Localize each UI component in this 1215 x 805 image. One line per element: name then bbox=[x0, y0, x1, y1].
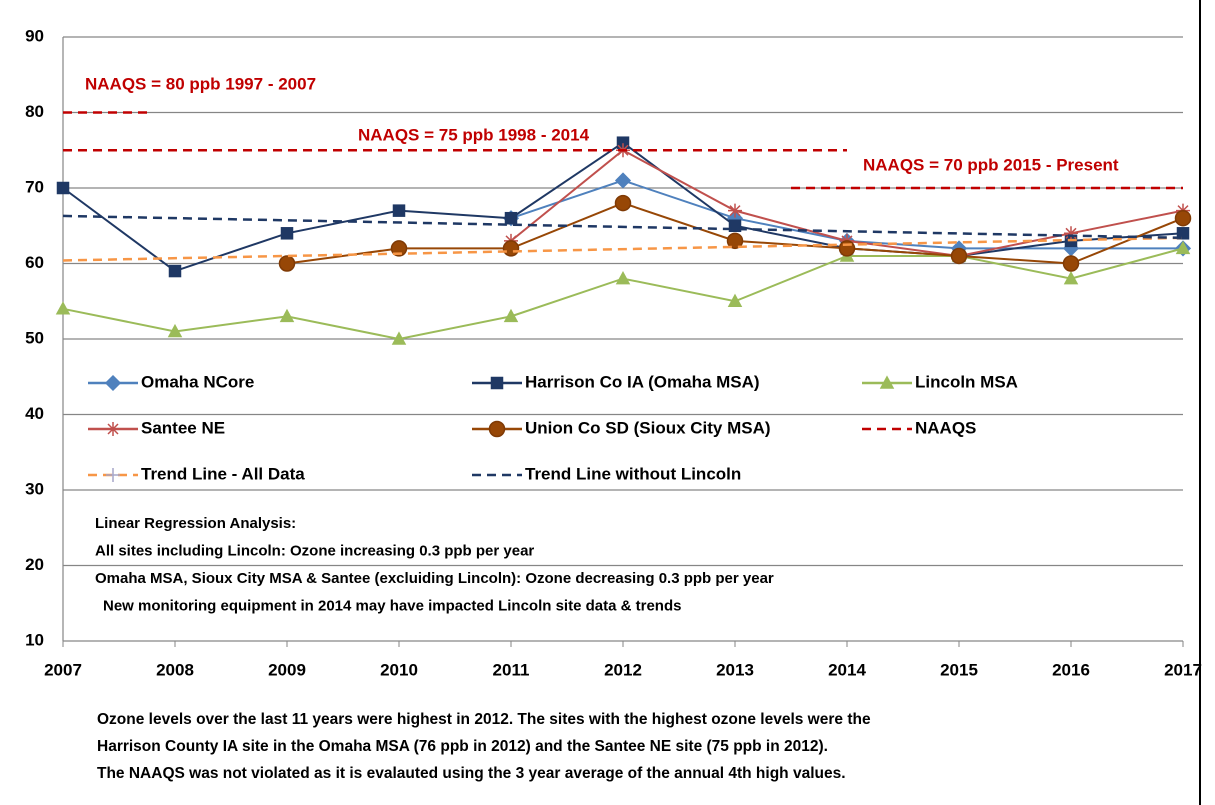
y-tick-label: 30 bbox=[25, 479, 44, 498]
series-line bbox=[63, 111, 1183, 190]
legend-label: Trend Line - All Data bbox=[141, 464, 305, 483]
y-tick-label: 60 bbox=[25, 253, 44, 272]
marker bbox=[1063, 271, 1079, 285]
marker bbox=[390, 240, 408, 257]
marker bbox=[1175, 240, 1191, 255]
marker bbox=[728, 203, 742, 218]
x-tick-label: 2009 bbox=[268, 660, 306, 679]
marker bbox=[1064, 226, 1078, 241]
x-tick-label: 2011 bbox=[493, 660, 530, 679]
x-tick-label: 2008 bbox=[156, 660, 194, 679]
y-tick-label: 20 bbox=[25, 555, 44, 574]
note: Linear Regression Analysis: bbox=[95, 515, 296, 532]
marker bbox=[1062, 255, 1080, 272]
x-tick-label: 2017 bbox=[1164, 660, 1202, 679]
marker bbox=[614, 172, 632, 189]
marker bbox=[280, 227, 294, 240]
marker bbox=[728, 219, 742, 232]
y-tick-label: 90 bbox=[25, 26, 44, 45]
caption: Harrison County IA site in the Omaha MSA… bbox=[97, 738, 828, 755]
marker bbox=[879, 375, 895, 389]
y-tick-label: 40 bbox=[25, 404, 44, 423]
legend-label: Santee NE bbox=[141, 418, 225, 437]
note: Omaha MSA, Sioux City MSA & Santee (excl… bbox=[95, 570, 774, 587]
marker bbox=[502, 240, 520, 257]
x-tick-label: 2012 bbox=[604, 660, 642, 679]
marker bbox=[167, 323, 183, 338]
marker bbox=[106, 468, 120, 482]
marker bbox=[504, 211, 518, 225]
marker bbox=[1174, 209, 1192, 227]
annotation: NAAQS = 75 ppb 1998 - 2014 bbox=[358, 125, 590, 144]
series-line bbox=[62, 214, 1184, 240]
x-tick-label: 2013 bbox=[716, 660, 754, 679]
marker bbox=[838, 240, 856, 257]
series-line bbox=[62, 236, 1184, 262]
marker bbox=[614, 194, 632, 212]
marker bbox=[55, 301, 71, 315]
legend-label: Trend Line without Lincoln bbox=[525, 464, 741, 483]
marker bbox=[615, 271, 631, 285]
marker bbox=[104, 374, 122, 392]
marker bbox=[726, 232, 744, 250]
legend-label: Omaha NCore bbox=[141, 372, 254, 391]
marker bbox=[279, 308, 295, 323]
marker bbox=[950, 247, 968, 265]
y-tick-label: 10 bbox=[25, 630, 44, 649]
note: New monitoring equipment in 2014 may hav… bbox=[103, 597, 681, 614]
marker bbox=[168, 264, 182, 278]
caption: The NAAQS was not violated as it is eval… bbox=[97, 765, 846, 782]
x-tick-label: 2007 bbox=[44, 660, 82, 679]
marker bbox=[56, 181, 70, 195]
x-tick-label: 2016 bbox=[1052, 660, 1090, 679]
annotation: NAAQS = 80 ppb 1997 - 2007 bbox=[85, 74, 316, 93]
legend-label: Union Co SD (Sioux City MSA) bbox=[525, 418, 771, 437]
marker bbox=[488, 420, 506, 438]
marker bbox=[106, 422, 120, 436]
y-tick-label: 80 bbox=[25, 102, 44, 121]
y-tick-label: 70 bbox=[25, 177, 44, 196]
legend-label: Harrison Co IA (Omaha MSA) bbox=[525, 372, 760, 391]
x-tick-label: 2014 bbox=[828, 660, 866, 679]
caption: Ozone levels over the last 11 years were… bbox=[97, 711, 871, 728]
marker bbox=[391, 331, 407, 345]
legend-label: NAAQS bbox=[915, 418, 976, 437]
x-tick-label: 2015 bbox=[940, 660, 978, 679]
marker bbox=[1176, 227, 1190, 240]
x-tick-label: 2010 bbox=[380, 660, 418, 679]
y-tick-label: 50 bbox=[25, 328, 44, 347]
legend-label: Lincoln MSA bbox=[915, 372, 1018, 391]
marker bbox=[490, 376, 504, 390]
annotation: NAAQS = 70 ppb 2015 - Present bbox=[863, 155, 1119, 174]
marker bbox=[727, 293, 743, 307]
marker bbox=[278, 255, 296, 272]
marker bbox=[392, 204, 406, 217]
note: All sites including Lincoln: Ozone incre… bbox=[95, 542, 534, 559]
marker bbox=[503, 308, 519, 323]
